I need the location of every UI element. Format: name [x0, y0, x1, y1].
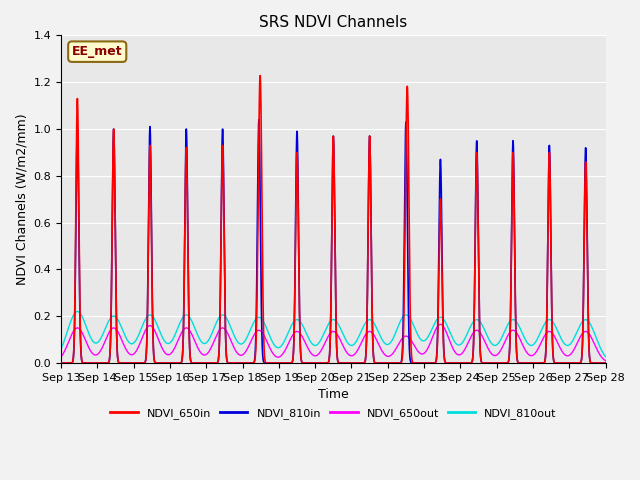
NDVI_650in [256, 72, 264, 78]
NDVI_650out [585, 331, 593, 336]
NDVI_650out [602, 358, 609, 364]
NDVI_650in [453, 360, 461, 366]
NDVI_650in [286, 360, 294, 366]
NDVI_810in [558, 360, 566, 366]
NDVI_650out [453, 351, 461, 357]
NDVI_650out [57, 354, 65, 360]
NDVI_650out [558, 348, 566, 354]
NDVI_810out [291, 318, 298, 324]
NDVI_650in [585, 346, 593, 352]
NDVI_810in [286, 360, 294, 366]
Legend: NDVI_650in, NDVI_810in, NDVI_650out, NDVI_810out: NDVI_650in, NDVI_810in, NDVI_650out, NDV… [106, 403, 561, 423]
Line: NDVI_650in: NDVI_650in [61, 75, 605, 363]
NDVI_650out [286, 337, 294, 343]
NDVI_650in [57, 360, 65, 366]
NDVI_650in [291, 323, 298, 329]
Text: EE_met: EE_met [72, 45, 122, 58]
Title: SRS NDVI Channels: SRS NDVI Channels [259, 15, 408, 30]
NDVI_810in [291, 320, 298, 325]
NDVI_810out [74, 309, 81, 314]
NDVI_650out [316, 350, 324, 356]
NDVI_650in [602, 360, 609, 366]
NDVI_650in [558, 360, 566, 366]
NDVI_810out [286, 326, 294, 332]
NDVI_810in [602, 360, 609, 366]
NDVI_810in [585, 345, 593, 351]
NDVI_810out [57, 346, 65, 352]
NDVI_650out [436, 322, 444, 327]
Line: NDVI_810out: NDVI_810out [61, 312, 605, 357]
NDVI_810in [255, 117, 263, 122]
Line: NDVI_650out: NDVI_650out [61, 324, 605, 361]
NDVI_810out [585, 319, 593, 325]
NDVI_650out [291, 330, 298, 336]
X-axis label: Time: Time [318, 388, 349, 401]
NDVI_810in [57, 360, 65, 366]
Line: NDVI_810in: NDVI_810in [61, 120, 605, 363]
NDVI_810in [316, 360, 324, 366]
NDVI_810out [316, 338, 324, 344]
NDVI_810in [453, 360, 461, 366]
NDVI_650in [316, 360, 324, 366]
NDVI_810out [602, 354, 609, 360]
NDVI_810out [558, 337, 566, 343]
NDVI_810out [453, 341, 461, 347]
Y-axis label: NDVI Channels (W/m2/mm): NDVI Channels (W/m2/mm) [15, 113, 28, 285]
